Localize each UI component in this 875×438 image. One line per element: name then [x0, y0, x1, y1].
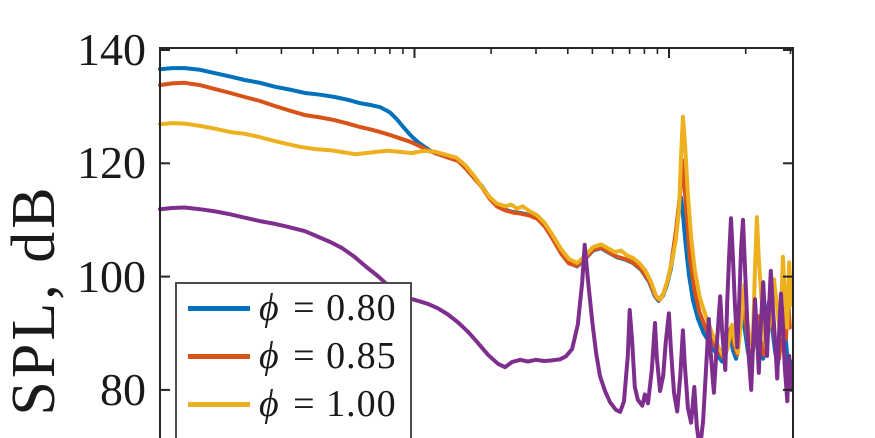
legend-entry-label: ϕ = 0.85	[259, 335, 397, 377]
legend-entry-label: ϕ = 1.00	[259, 383, 397, 425]
legend-entry-phi-0.85: ϕ = 0.85	[177, 332, 410, 380]
y-tick-label-80: 80	[100, 363, 146, 415]
y-tick-label-120: 120	[77, 137, 146, 189]
legend-entry-phi-0.80: ϕ = 0.80	[177, 284, 410, 332]
phi-symbol: ϕ	[259, 383, 280, 425]
plot-spines	[159, 47, 794, 438]
series-phi-unlabeled-purple	[158, 205, 794, 438]
axes-and-ticks	[159, 47, 794, 438]
legend-entry-label: ϕ = 0.80	[259, 287, 397, 329]
legend-entry-phi-1.00: ϕ = 1.00	[177, 380, 410, 428]
data-curves	[158, 66, 794, 438]
phi-symbol: ϕ	[259, 335, 280, 377]
x-axis-ticks	[235, 48, 792, 58]
legend: ϕ = 0.80 ϕ = 0.85 ϕ = 1.00	[175, 282, 412, 438]
y-tick-label-100: 100	[77, 250, 146, 302]
legend-line-sample	[188, 353, 250, 359]
legend-line-sample	[188, 305, 250, 311]
phi-symbol: ϕ	[259, 287, 280, 329]
y-tick-label-140: 140	[77, 23, 146, 75]
y-axis-ticks	[160, 49, 793, 391]
legend-line-sample	[188, 401, 250, 407]
